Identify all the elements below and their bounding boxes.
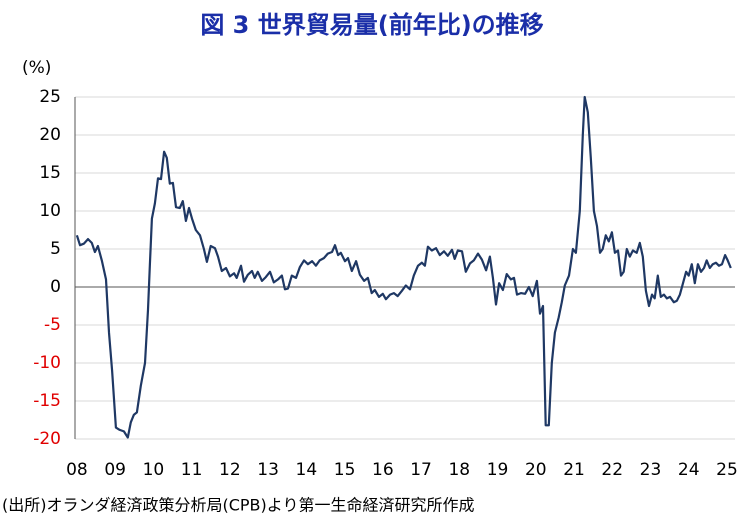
chart-title: 図 3 世界貿易量(前年比)の推移: [200, 11, 543, 39]
x-tick-label: 22: [601, 460, 623, 480]
x-tick-label: 23: [640, 460, 662, 480]
y-tick-label: -10: [33, 353, 61, 373]
x-tick-label: 18: [448, 460, 470, 480]
y-axis-label: (%): [22, 58, 51, 78]
x-tick-label: 19: [487, 460, 509, 480]
x-tick-label: 17: [410, 460, 432, 480]
y-tick-label: -15: [33, 391, 61, 411]
x-tick-label: 10: [143, 460, 165, 480]
x-tick-label: 20: [525, 460, 547, 480]
x-tick-label: 12: [219, 460, 241, 480]
y-tick-label: 10: [39, 201, 61, 221]
y-tick-label: 25: [39, 87, 61, 107]
y-tick-label: 0: [50, 277, 61, 297]
x-tick-label: 13: [257, 460, 279, 480]
x-tick-label: 21: [563, 460, 585, 480]
x-tick-label: 14: [296, 460, 318, 480]
x-tick-label: 24: [678, 460, 700, 480]
y-tick-label: 20: [39, 125, 61, 145]
y-tick-label: -5: [44, 315, 61, 335]
y-tick-label: -20: [33, 429, 61, 449]
x-tick-label: 25: [716, 460, 738, 480]
y-tick-label: 15: [39, 163, 61, 183]
data-line: [75, 95, 732, 439]
y-tick-label: 5: [50, 239, 61, 259]
x-tick-label: 15: [334, 460, 356, 480]
x-tick-label: 08: [66, 460, 88, 480]
x-tick-label: 11: [181, 460, 203, 480]
x-tick-label: 09: [104, 460, 126, 480]
source-note: (出所)オランダ経済政策分析局(CPB)より第一生命経済研究所作成: [2, 496, 474, 515]
x-tick-label: 16: [372, 460, 394, 480]
